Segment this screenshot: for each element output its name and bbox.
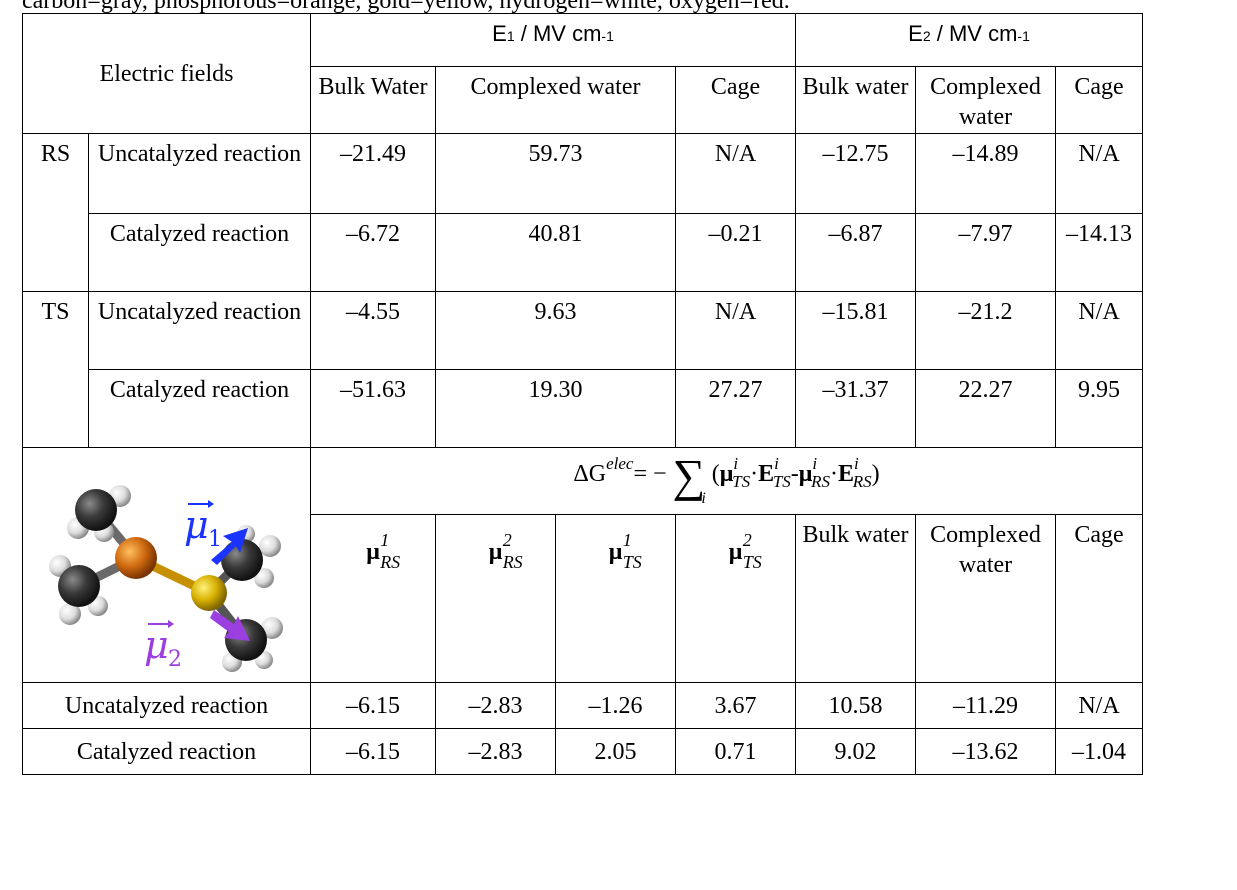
row-label: Catalyzed reaction: [22, 728, 311, 775]
row-label: Uncatalyzed reaction: [88, 133, 311, 214]
dipole-header: μ 2 TS: [675, 514, 796, 683]
dipole-header: μ 1 TS: [555, 514, 676, 683]
e2-header: E2 / MV cm-1: [795, 13, 1143, 67]
table-cell: 22.27: [915, 369, 1056, 448]
table-cell: 59.73: [435, 133, 676, 214]
table-cell: N/A: [675, 133, 796, 214]
table-cell: N/A: [1055, 682, 1143, 729]
table-cell: –0.21: [675, 213, 796, 292]
table-cell: –21.49: [310, 133, 436, 214]
row-label: Uncatalyzed reaction: [88, 291, 311, 370]
row-label: Catalyzed reaction: [88, 369, 311, 448]
table-cell: –11.29: [915, 682, 1056, 729]
table-cell: –6.72: [310, 213, 436, 292]
table-cell: –31.37: [795, 369, 916, 448]
col-header: Complexed water: [915, 514, 1056, 683]
col-header: Complexed water: [435, 66, 676, 134]
table-cell: 40.81: [435, 213, 676, 292]
table-cell: –6.15: [310, 728, 436, 775]
mu1-label: μ: [184, 503, 209, 547]
dipole-header: μ 1 RS: [310, 514, 436, 683]
table-cell: –6.15: [310, 682, 436, 729]
state-label: RS: [22, 133, 89, 292]
table-cell: –51.63: [310, 369, 436, 448]
free-energy-formula: ΔGelec= − ∑i (μiTS·EiTS-μiRS·EiRS): [310, 447, 1143, 515]
table-cell: –1.26: [555, 682, 676, 729]
state-label: TS: [22, 291, 89, 448]
table-cell: N/A: [1055, 291, 1143, 370]
table-cell: 9.02: [795, 728, 916, 775]
table-row: Catalyzed reaction –6.72 40.81 –0.21 –6.…: [23, 213, 1143, 292]
table-cell: –2.83: [435, 728, 556, 775]
table-cell: –2.83: [435, 682, 556, 729]
row-label-header: Electric fields: [22, 13, 311, 134]
col-header: Bulk water: [795, 66, 916, 134]
table-cell: –14.13: [1055, 213, 1143, 292]
col-header: Complexed water: [915, 66, 1056, 134]
table-row: RS Uncatalyzed reaction –21.49 59.73 N/A…: [22, 133, 1143, 292]
molecule-figure: μ 1 μ 2: [48, 485, 283, 672]
col-header: Cage: [675, 66, 796, 134]
table-cell: –12.75: [795, 133, 916, 214]
table-cell: 27.27: [675, 369, 796, 448]
caption-fragment: carbon=gray, phosphorous=orange, gold=ye…: [22, 0, 790, 14]
table-cell: –7.97: [915, 213, 1056, 292]
mu2-subscript: 2: [168, 647, 182, 672]
table-cell: 0.71: [675, 728, 796, 775]
table-cell: –4.55: [310, 291, 436, 370]
electric-field-table: Electric fields E1 / MV cm-1 E2 / MV cm-…: [22, 13, 1143, 775]
table-row: Catalyzed reaction –6.15 –2.83 2.05 0.71…: [22, 728, 1143, 775]
mu1-subscript: 1: [208, 527, 222, 552]
table-cell: –21.2: [915, 291, 1056, 370]
mu2-label: μ: [144, 623, 169, 667]
col-header: Cage: [1055, 66, 1143, 134]
table-cell: 2.05: [555, 728, 676, 775]
table-cell: –13.62: [915, 728, 1056, 775]
table-cell: –14.89: [915, 133, 1056, 214]
table-cell: 10.58: [795, 682, 916, 729]
col-header: Bulk water: [795, 514, 916, 683]
table-cell: –1.04: [1055, 728, 1143, 775]
table-cell: N/A: [1055, 133, 1143, 214]
table-row: TS Uncatalyzed reaction –4.55 9.63 N/A –…: [22, 291, 1143, 448]
table-row: Uncatalyzed reaction –6.15 –2.83 –1.26 3…: [22, 682, 1143, 729]
table-cell: 9.63: [435, 291, 676, 370]
col-header: Bulk Water: [310, 66, 436, 134]
e1-header: E1 / MV cm-1: [310, 13, 796, 67]
table-cell: N/A: [675, 291, 796, 370]
table-row: Catalyzed reaction –51.63 19.30 27.27 –3…: [23, 369, 1143, 448]
table-cell: 9.95: [1055, 369, 1143, 448]
table-cell: 19.30: [435, 369, 676, 448]
table-cell: –6.87: [795, 213, 916, 292]
table-cell: 3.67: [675, 682, 796, 729]
col-header: Cage: [1055, 514, 1143, 683]
dipole-header: μ 2 RS: [435, 514, 556, 683]
row-label: Catalyzed reaction: [88, 213, 311, 292]
molecule-figure-cell: μ 1 μ 2: [22, 447, 311, 683]
table-cell: –15.81: [795, 291, 916, 370]
row-label: Uncatalyzed reaction: [22, 682, 311, 729]
